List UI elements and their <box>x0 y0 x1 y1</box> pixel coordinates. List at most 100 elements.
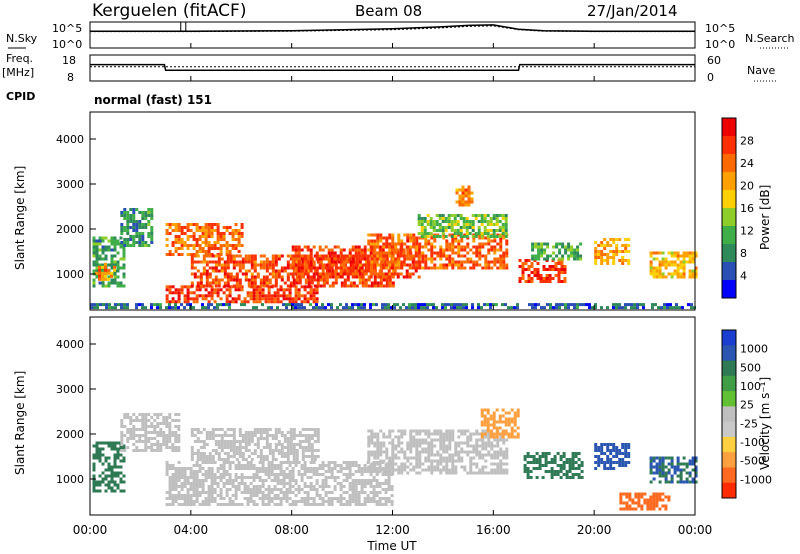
heatmap-cell <box>210 297 214 301</box>
heatmap-cell <box>195 238 199 241</box>
heatmap-cell <box>330 251 334 255</box>
heatmap-cell <box>600 443 604 446</box>
heatmap-cell <box>549 303 552 307</box>
heatmap-cell <box>255 288 259 292</box>
heatmap-cell <box>177 226 181 229</box>
heatmap-cell <box>418 236 422 240</box>
heatmap-cell <box>421 254 425 258</box>
heatmap-cell <box>391 429 395 433</box>
heatmap-cell <box>198 464 202 467</box>
heatmap-cell <box>462 306 465 310</box>
heatmap-cell <box>211 428 215 431</box>
heatmap-cell <box>303 254 307 258</box>
heatmap-cell <box>120 244 124 247</box>
heatmap-cell <box>274 278 278 282</box>
heatmap-cell <box>315 473 319 476</box>
heatmap-cell <box>624 259 628 262</box>
heatmap-cell <box>400 429 404 433</box>
heatmap-cell <box>397 260 401 264</box>
heatmap-cell <box>280 434 284 437</box>
heatmap-cell <box>229 275 233 279</box>
heatmap-cell <box>92 465 96 469</box>
heatmap-cell <box>387 497 391 500</box>
heatmap-cell <box>306 245 310 249</box>
heatmap-cell <box>628 498 632 502</box>
heatmap-cell <box>147 244 151 247</box>
heatmap-cell <box>304 449 308 452</box>
heatmap-cell <box>232 263 236 267</box>
heatmap-cell <box>324 479 328 482</box>
heatmap-cell <box>333 269 337 273</box>
heatmap-cell <box>286 272 290 276</box>
heatmap-cell <box>573 251 577 255</box>
heatmap-cell <box>92 278 96 282</box>
heatmap-cell <box>390 251 394 255</box>
heatmap-cell <box>219 232 223 235</box>
heatmap-cell <box>459 306 462 310</box>
heatmap-cell <box>343 284 347 288</box>
heatmap-cell <box>303 272 307 276</box>
heatmap-cell <box>373 266 377 270</box>
heatmap-cell <box>229 446 233 449</box>
heatmap-cell <box>315 303 318 307</box>
heatmap-cell <box>300 300 304 304</box>
heatmap-cell <box>225 303 228 307</box>
heatmap-cell <box>424 456 428 460</box>
heatmap-cell <box>238 452 242 455</box>
heatmap-cell <box>531 303 534 307</box>
heatmap-cell <box>186 223 190 226</box>
heatmap-cell <box>333 254 337 258</box>
heatmap-cell <box>219 288 223 292</box>
heatmap-cell <box>129 208 133 211</box>
heatmap-cell <box>594 250 598 253</box>
heatmap-cell <box>165 288 169 292</box>
heatmap-cell <box>560 271 564 274</box>
heatmap-cell <box>315 306 318 310</box>
heatmap-cell <box>573 306 576 310</box>
heatmap-cell <box>291 248 295 252</box>
heatmap-cell <box>107 444 111 448</box>
heatmap-cell <box>309 257 313 261</box>
heatmap-cell <box>436 459 440 463</box>
heatmap-cell <box>432 226 436 229</box>
heatmap-cell <box>316 284 320 288</box>
heatmap-cell <box>283 446 287 449</box>
heatmap-cell <box>291 306 294 310</box>
heatmap-cell <box>132 217 136 220</box>
heatmap-cell <box>101 271 104 275</box>
heatmap-cell <box>418 438 422 442</box>
heatmap-cell <box>177 300 181 304</box>
heatmap-cell <box>297 485 301 488</box>
heatmap-cell <box>183 285 187 289</box>
heatmap-cell <box>355 269 359 273</box>
heatmap-cell <box>244 269 248 273</box>
heatmap-cell <box>661 260 665 264</box>
heatmap-cell <box>324 494 328 497</box>
heatmap-cell <box>274 257 278 261</box>
heatmap-cell <box>211 269 215 273</box>
heatmap-cell <box>204 223 208 226</box>
heatmap-cell <box>195 482 199 485</box>
heatmap-cell <box>225 503 229 506</box>
heatmap-cell <box>232 440 236 443</box>
heatmap-cell <box>98 265 101 269</box>
heatmap-cell <box>223 443 227 446</box>
heatmap-cell <box>101 248 105 252</box>
colorbar-segment <box>722 244 736 263</box>
heatmap-cell <box>382 468 386 472</box>
heatmap-cell <box>345 464 349 467</box>
heatmap-cell <box>379 260 383 264</box>
heatmap-cell <box>214 284 218 288</box>
heatmap-cell <box>298 434 302 437</box>
heatmap-cell <box>502 251 506 255</box>
heatmap-cell <box>351 272 355 276</box>
heatmap-cell <box>201 467 205 470</box>
heatmap-cell <box>168 488 172 491</box>
heatmap-cell <box>406 257 410 261</box>
heatmap-cell <box>150 238 154 241</box>
heatmap-cell <box>397 233 401 237</box>
heatmap-cell <box>468 220 472 223</box>
heatmap-cell <box>481 266 485 270</box>
heatmap-cell <box>312 272 316 276</box>
heatmap-cell <box>545 280 549 283</box>
